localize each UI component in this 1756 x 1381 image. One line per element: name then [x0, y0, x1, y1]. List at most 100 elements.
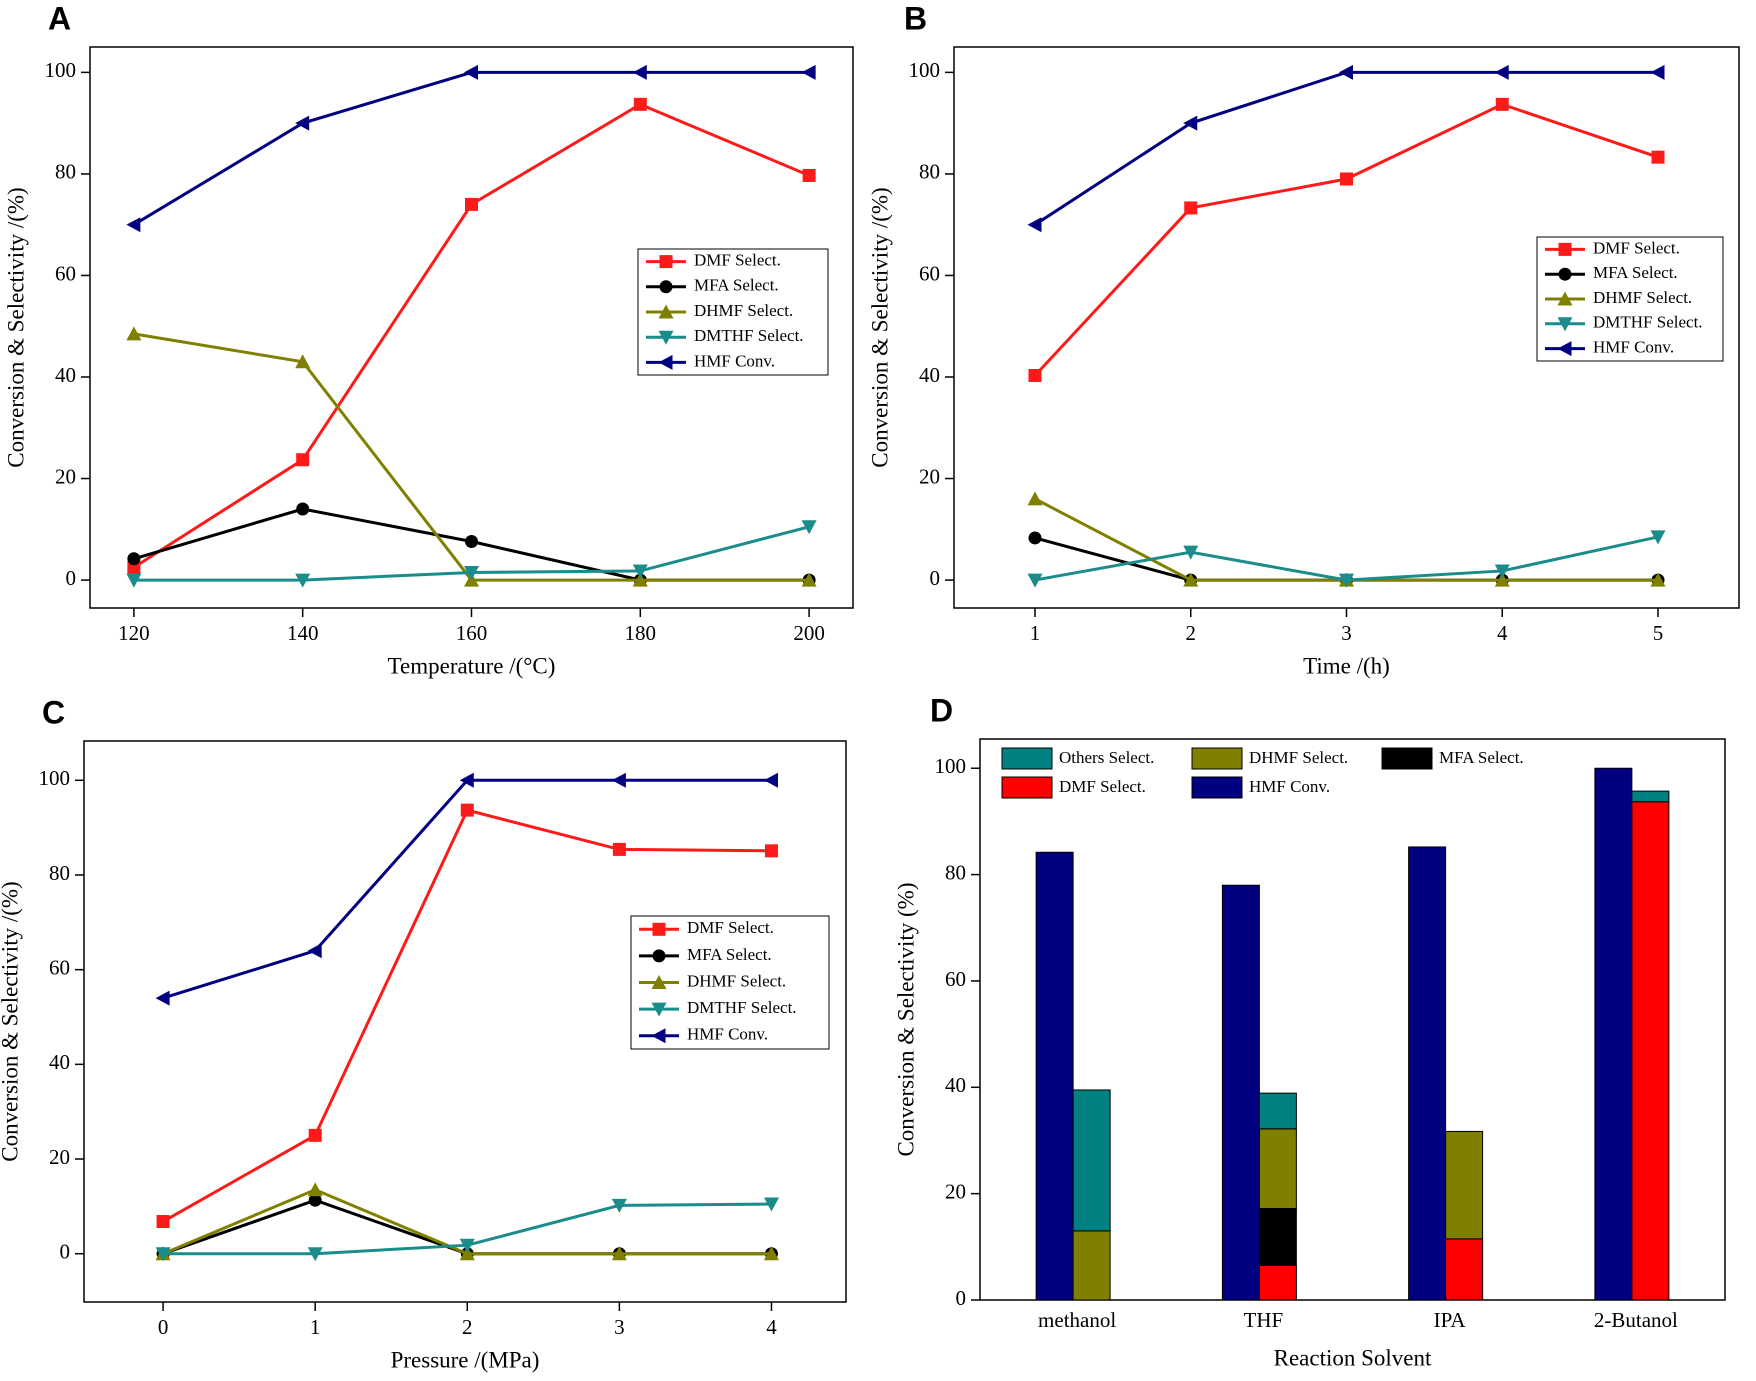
legend-label: DHMF Select.	[687, 971, 786, 990]
y-axis-label: Conversion & Selectivity /(%)	[0, 881, 22, 1161]
marker	[295, 354, 311, 369]
panel-label: A	[48, 0, 71, 36]
marker	[126, 573, 142, 588]
marker	[764, 844, 778, 858]
marker	[1027, 573, 1043, 588]
y-tick-label: 80	[49, 861, 70, 885]
bar-segment	[1631, 790, 1670, 803]
marker	[632, 572, 648, 587]
marker	[801, 572, 817, 587]
x-tick-label: 120	[118, 621, 150, 645]
bar	[1408, 846, 1447, 1301]
y-tick-label: 60	[49, 955, 70, 979]
marker	[1650, 572, 1666, 587]
marker	[296, 502, 310, 516]
x-tick-label: 3	[614, 1315, 625, 1339]
marker	[633, 97, 647, 111]
y-tick-label: 40	[55, 363, 76, 387]
marker	[126, 326, 142, 341]
series-line	[1034, 497, 1659, 582]
marker	[763, 1246, 779, 1261]
panel-label: C	[42, 694, 65, 730]
marker	[1494, 572, 1510, 587]
legend-swatch	[1191, 747, 1243, 770]
marker	[611, 1246, 627, 1261]
legend-label: HMF Conv.	[1593, 338, 1674, 357]
x-axis-label: Temperature /(°C)	[388, 653, 556, 678]
y-axis-label: Conversion & Selectivity /(%)	[3, 187, 28, 467]
y-tick-label: 100	[935, 754, 967, 778]
marker	[1183, 545, 1199, 560]
marker	[1183, 572, 1199, 587]
legend-label: DMF Select.	[687, 918, 774, 937]
marker	[464, 64, 478, 80]
y-axis-label: Conversion & Selectivity (%)	[893, 882, 918, 1156]
y-tick-label: 80	[945, 860, 966, 884]
legend-label: MFA Select.	[1439, 748, 1524, 767]
marker	[801, 520, 817, 535]
marker	[459, 1246, 475, 1261]
x-tick-label: 140	[287, 621, 319, 645]
bar-segment	[1258, 1128, 1297, 1210]
bar	[1594, 767, 1633, 1301]
y-tick-label: 100	[909, 58, 941, 82]
legend-marker	[1558, 242, 1572, 256]
marker	[1339, 64, 1353, 80]
legend-label: MFA Select.	[1593, 263, 1678, 282]
y-tick-label: 0	[60, 1240, 71, 1264]
marker	[1494, 64, 1509, 80]
legend-marker	[658, 304, 674, 319]
y-tick-label: 60	[919, 261, 940, 285]
legend-label: DHMF Select.	[1593, 288, 1692, 307]
x-axis-label: Pressure /(MPa)	[391, 1347, 540, 1372]
marker	[127, 552, 141, 566]
marker	[156, 1215, 170, 1229]
marker	[632, 64, 647, 80]
x-tick-label: THF	[1244, 1308, 1284, 1332]
x-tick-label: 180	[625, 621, 657, 645]
marker	[296, 453, 310, 467]
y-tick-label: 20	[49, 1145, 70, 1169]
marker	[763, 1197, 779, 1212]
marker	[1339, 573, 1354, 588]
bar-segment	[1445, 1238, 1484, 1301]
marker	[1184, 201, 1198, 215]
bar	[1035, 851, 1074, 1301]
marker	[465, 534, 478, 548]
bar-segment	[1445, 1130, 1484, 1240]
x-tick-label: 3	[1341, 621, 1352, 645]
plot-frame	[83, 740, 847, 1303]
marker	[1494, 564, 1510, 579]
y-axis-label: Conversion & Selectivity /(%)	[867, 187, 892, 467]
y-tick-label: 40	[919, 363, 940, 387]
marker	[1027, 217, 1042, 233]
bar-segment	[1258, 1208, 1297, 1266]
y-tick-label: 0	[930, 566, 941, 590]
legend-label: DMTHF Select.	[687, 998, 797, 1017]
y-tick-label: 80	[55, 160, 76, 184]
marker	[307, 1247, 323, 1262]
x-tick-label: 160	[456, 621, 488, 645]
y-tick-label: 60	[55, 261, 76, 285]
marker	[1340, 172, 1353, 186]
marker	[1183, 115, 1198, 131]
legend-marker	[652, 949, 666, 963]
marker	[1028, 368, 1042, 382]
legend-marker	[659, 280, 673, 294]
x-tick-label: 1	[1030, 621, 1041, 645]
y-tick-label: 0	[956, 1286, 967, 1310]
legend-marker	[651, 1002, 667, 1017]
marker	[459, 1238, 475, 1253]
marker	[308, 1128, 322, 1142]
marker	[612, 842, 626, 856]
legend-label: DMF Select.	[1593, 238, 1680, 257]
legend-label: DMTHF Select.	[694, 326, 804, 345]
x-tick-label: 2	[1185, 621, 1196, 645]
marker	[1495, 97, 1509, 111]
plot-frame	[979, 738, 1726, 1301]
legend-label: MFA Select.	[694, 276, 779, 295]
marker	[295, 115, 310, 131]
legend-label: HMF Conv.	[687, 1025, 768, 1044]
panel-label: B	[904, 0, 927, 36]
x-tick-label: 4	[766, 1315, 777, 1339]
